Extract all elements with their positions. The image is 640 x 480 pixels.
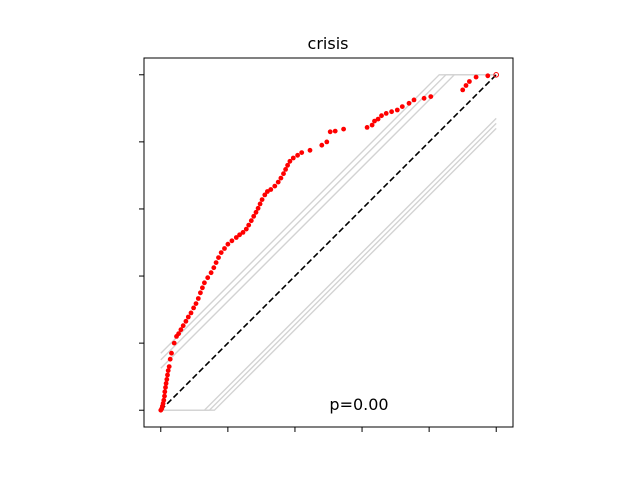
data-point — [319, 142, 325, 148]
data-point — [188, 310, 194, 316]
data-point — [251, 213, 257, 219]
data-point — [198, 290, 203, 296]
data-point — [394, 107, 400, 113]
data-point — [332, 128, 338, 134]
data-point — [421, 95, 427, 101]
data-point — [399, 104, 405, 109]
reference-line-layer — [160, 74, 497, 411]
data-point — [473, 74, 479, 80]
data-point — [180, 323, 186, 329]
data-point — [240, 230, 246, 235]
data-point — [225, 241, 231, 247]
data-point — [191, 305, 197, 311]
data-point — [411, 97, 417, 103]
data-point — [290, 155, 296, 161]
data-point — [428, 94, 434, 99]
data-point — [166, 364, 172, 369]
p-value-annotation: p=0.00 — [329, 395, 388, 414]
data-point — [272, 183, 278, 189]
data-point — [216, 255, 221, 260]
data-point — [369, 122, 375, 128]
data-point — [255, 205, 261, 211]
data-point — [283, 167, 288, 172]
data-point — [364, 125, 370, 130]
chart-title: crisis — [308, 34, 349, 53]
data-point — [341, 126, 346, 132]
data-point — [307, 147, 313, 153]
data-point — [485, 73, 491, 79]
data-points — [158, 72, 500, 413]
envelope-line — [160, 74, 497, 369]
data-point — [324, 139, 330, 145]
reference-line — [160, 74, 497, 411]
data-point — [195, 296, 201, 301]
data-point — [233, 235, 239, 240]
data-point — [268, 187, 274, 192]
data-point — [161, 397, 167, 403]
data-point — [287, 158, 293, 164]
envelope-lines — [160, 74, 497, 411]
data-point — [229, 238, 235, 244]
envelope-line — [160, 117, 497, 411]
data-point — [259, 197, 265, 203]
data-point — [406, 100, 412, 106]
data-point — [205, 275, 211, 281]
data-point — [275, 179, 281, 185]
data-point — [193, 301, 199, 306]
data-point — [185, 314, 191, 320]
data-point — [163, 385, 168, 390]
data-point — [257, 201, 263, 207]
data-point — [176, 331, 182, 337]
data-point — [165, 372, 170, 378]
data-point — [183, 318, 189, 324]
envelope-line — [160, 74, 497, 354]
data-point — [285, 162, 290, 168]
data-point — [372, 118, 377, 124]
data-point — [375, 116, 381, 122]
data-point — [222, 246, 227, 251]
data-point — [164, 377, 170, 382]
data-point — [299, 150, 305, 156]
data-point — [389, 109, 394, 115]
envelope-line — [160, 122, 497, 411]
data-point — [171, 340, 177, 346]
envelope-line — [160, 127, 497, 411]
data-point — [218, 250, 224, 256]
data-point — [243, 226, 249, 232]
data-point — [253, 209, 259, 215]
data-point — [211, 265, 217, 271]
data-point — [246, 222, 252, 228]
data-point — [237, 232, 243, 238]
data-point — [165, 368, 171, 373]
data-point — [262, 192, 268, 198]
data-point — [208, 270, 214, 276]
data-point — [213, 260, 219, 265]
axis-ticks — [139, 74, 497, 432]
data-point — [383, 111, 389, 116]
data-point — [202, 280, 207, 286]
data-point — [327, 129, 333, 135]
data-point — [379, 113, 384, 119]
data-point — [169, 350, 174, 356]
plot-frame — [143, 57, 514, 428]
data-point — [467, 79, 472, 84]
data-point — [163, 381, 169, 386]
data-point — [295, 152, 300, 158]
data-point — [460, 87, 466, 93]
data-point — [162, 393, 167, 399]
data-point — [200, 285, 205, 291]
data-point — [167, 356, 173, 362]
data-point — [463, 83, 469, 88]
data-point — [278, 175, 284, 181]
data-point — [248, 218, 254, 224]
data-point — [162, 389, 168, 395]
data-point — [493, 72, 500, 78]
data-point — [281, 171, 286, 177]
data-point — [178, 327, 184, 333]
